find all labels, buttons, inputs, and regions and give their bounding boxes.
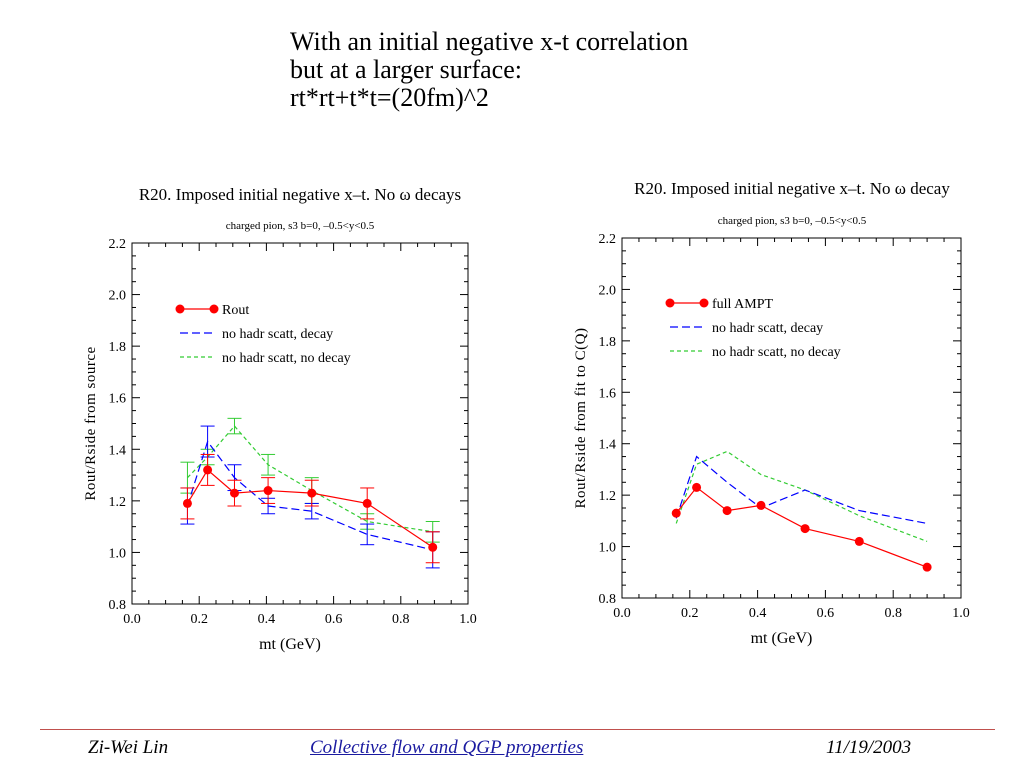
x-tick-label: 0.8 <box>392 612 410 627</box>
slide-title-line: but at a larger surface: <box>290 55 522 84</box>
series-no-hadr-scatt-no-decay <box>675 450 928 542</box>
chart-1: R20. Imposed initial negative x–t. No ω … <box>83 185 477 653</box>
y-tick-label: 1.4 <box>599 438 617 453</box>
data-point <box>307 488 317 498</box>
y-tick-label: 1.2 <box>109 495 127 510</box>
footer-date: 11/19/2003 <box>826 737 912 758</box>
data-point <box>182 498 192 508</box>
data-point <box>722 506 732 516</box>
data-point <box>263 486 273 496</box>
legend-label: full AMPT <box>712 297 774 312</box>
chart-title: R20. Imposed initial negative x–t. No ω … <box>634 179 950 198</box>
data-point <box>692 482 702 492</box>
series-line <box>187 425 433 533</box>
plot-frame <box>621 237 962 599</box>
x-axis-label: mt (GeV) <box>259 636 321 653</box>
data-point <box>922 562 932 572</box>
y-axis-label: Rout/Rside from source <box>83 346 99 500</box>
data-point <box>229 488 239 498</box>
slide-title: With an initial negative x-t correlation… <box>290 28 688 112</box>
series-no-hadr-scatt-decay <box>675 455 928 525</box>
y-tick-label: 0.8 <box>599 592 617 607</box>
y-tick-label: 1.6 <box>599 386 617 401</box>
x-tick-label: 0.6 <box>817 606 835 621</box>
legend-label: no hadr scatt, decay <box>222 327 333 342</box>
x-axis-label: mt (GeV) <box>751 630 813 647</box>
series-full-ampt <box>671 482 932 572</box>
data-point <box>428 542 438 552</box>
legend-marker <box>665 298 675 308</box>
y-tick-label: 1.0 <box>109 546 127 561</box>
data-point <box>203 465 213 475</box>
x-tick-label: 0.2 <box>190 612 208 627</box>
y-tick-label: 1.4 <box>109 443 127 458</box>
slide-title-line: rt*rt+t*t=(20fm)^2 <box>290 83 489 112</box>
footer-topic-link[interactable]: Collective flow and QGP properties <box>310 737 584 758</box>
y-tick-label: 2.0 <box>599 283 617 298</box>
legend-label: no hadr scatt, decay <box>712 321 823 336</box>
plot-frame <box>131 242 469 605</box>
x-tick-label: 1.0 <box>952 606 970 621</box>
y-tick-label: 2.0 <box>109 289 127 304</box>
y-tick-label: 2.2 <box>599 232 617 247</box>
x-tick-label: 1.0 <box>459 612 477 627</box>
footer-author: Zi-Wei Lin <box>88 737 169 758</box>
charts-canvas: R20. Imposed initial negative x–t. No ω … <box>83 179 970 653</box>
series-line <box>675 450 928 542</box>
chart-subtitle: charged pion, s3 b=0, –0.5<y<0.5 <box>718 215 867 227</box>
chart-subtitle: charged pion, s3 b=0, –0.5<y<0.5 <box>226 220 375 232</box>
y-tick-label: 1.8 <box>599 335 617 350</box>
chart-2: R20. Imposed initial negative x–t. No ω … <box>573 179 970 647</box>
y-axis-label: Rout/Rside from fit to C(Q) <box>573 328 589 509</box>
legend-marker <box>209 304 219 314</box>
legend-entry: no hadr scatt, no decay <box>670 345 841 360</box>
y-tick-label: 2.2 <box>109 237 127 252</box>
x-tick-label: 0.6 <box>325 612 343 627</box>
legend-entry: no hadr scatt, decay <box>180 327 333 342</box>
x-tick-label: 0.0 <box>123 612 141 627</box>
legend-entry: full AMPT <box>665 297 774 312</box>
legend-marker <box>699 298 709 308</box>
legend-marker <box>175 304 185 314</box>
y-tick-label: 1.0 <box>599 541 617 556</box>
legend-entry: no hadr scatt, decay <box>670 321 823 336</box>
legend-label: no hadr scatt, no decay <box>712 345 841 360</box>
y-tick-label: 1.8 <box>109 340 127 355</box>
data-point <box>362 498 372 508</box>
data-point <box>854 536 864 546</box>
legend-entry: Rout <box>175 303 249 318</box>
legend-entry: no hadr scatt, no decay <box>180 351 351 366</box>
y-tick-label: 1.6 <box>109 392 127 407</box>
series-line <box>186 468 434 548</box>
legend-label: Rout <box>222 303 249 318</box>
y-tick-label: 1.2 <box>599 489 617 504</box>
series-line <box>675 455 928 525</box>
data-point <box>756 500 766 510</box>
footer-divider <box>40 729 995 730</box>
x-tick-label: 0.8 <box>884 606 902 621</box>
chart-title: R20. Imposed initial negative x–t. No ω … <box>139 185 461 204</box>
x-tick-label: 0.4 <box>749 606 767 621</box>
legend-label: no hadr scatt, no decay <box>222 351 351 366</box>
data-point <box>671 508 681 518</box>
x-tick-label: 0.2 <box>681 606 699 621</box>
series-rout <box>180 453 440 564</box>
y-tick-label: 0.8 <box>109 598 127 613</box>
x-tick-label: 0.0 <box>613 606 631 621</box>
x-tick-label: 0.4 <box>258 612 276 627</box>
slide-title-line: With an initial negative x-t correlation <box>290 27 689 56</box>
data-point <box>800 524 810 534</box>
